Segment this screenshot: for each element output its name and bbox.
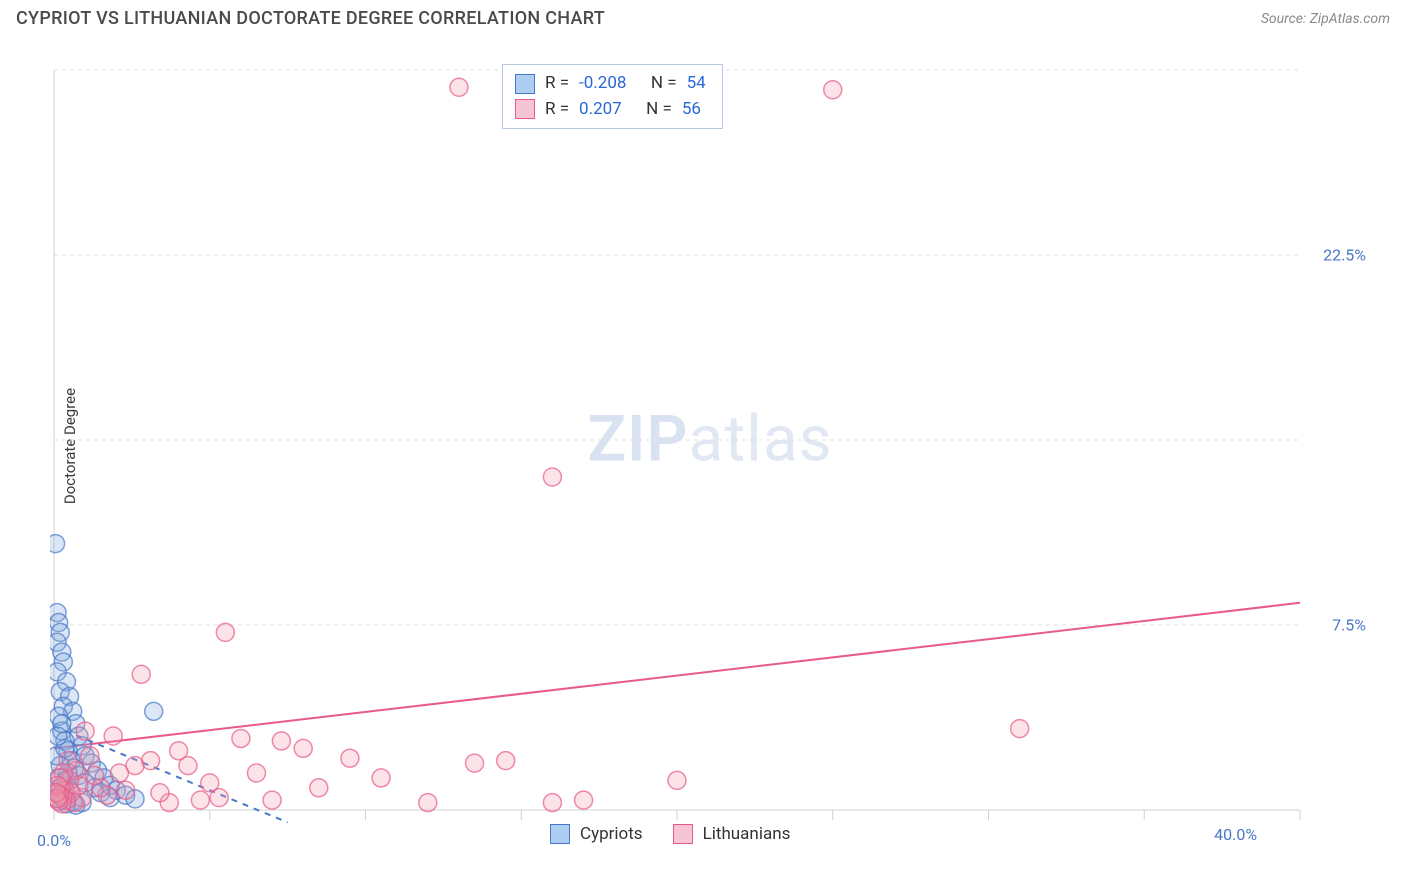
n-label: N =	[646, 97, 672, 123]
legend-swatch-lithuanians	[673, 824, 693, 844]
r-label: R =	[545, 97, 569, 123]
legend-item-cypriots: Cypriots	[550, 824, 643, 844]
scatter-plot	[50, 60, 1370, 850]
r-value: -0.208	[579, 71, 626, 97]
stats-row-lithuanians: R = 0.207 N = 56	[515, 97, 710, 123]
chart-area: ZIPatlas R = -0.208 N = 54 R = 0.207 N =…	[50, 60, 1370, 850]
cypriots-swatch	[515, 74, 535, 94]
stats-box: R = -0.208 N = 54 R = 0.207 N = 56	[502, 64, 723, 129]
legend-item-lithuanians: Lithuanians	[673, 824, 791, 844]
bottom-legend: Cypriots Lithuanians	[550, 824, 790, 844]
x-tick-label: 40.0%	[1214, 825, 1257, 844]
r-label: R =	[545, 71, 569, 97]
n-value: 56	[682, 97, 701, 123]
y-tick-label: 7.5%	[1332, 616, 1366, 635]
legend-label-cypriots: Cypriots	[580, 824, 643, 844]
n-value: 54	[687, 71, 706, 97]
r-value: 0.207	[579, 97, 622, 123]
x-tick-label: 0.0%	[37, 831, 71, 850]
stats-row-cypriots: R = -0.208 N = 54	[515, 71, 710, 97]
legend-label-lithuanians: Lithuanians	[703, 824, 791, 844]
y-tick-label: 22.5%	[1323, 246, 1366, 265]
lithuanians-swatch	[515, 99, 535, 119]
legend-swatch-cypriots	[550, 824, 570, 844]
n-label: N =	[651, 71, 677, 97]
chart-source: Source: ZipAtlas.com	[1261, 11, 1390, 27]
chart-title: CYPRIOT VS LITHUANIAN DOCTORATE DEGREE C…	[16, 8, 605, 29]
chart-header: CYPRIOT VS LITHUANIAN DOCTORATE DEGREE C…	[0, 0, 1406, 33]
